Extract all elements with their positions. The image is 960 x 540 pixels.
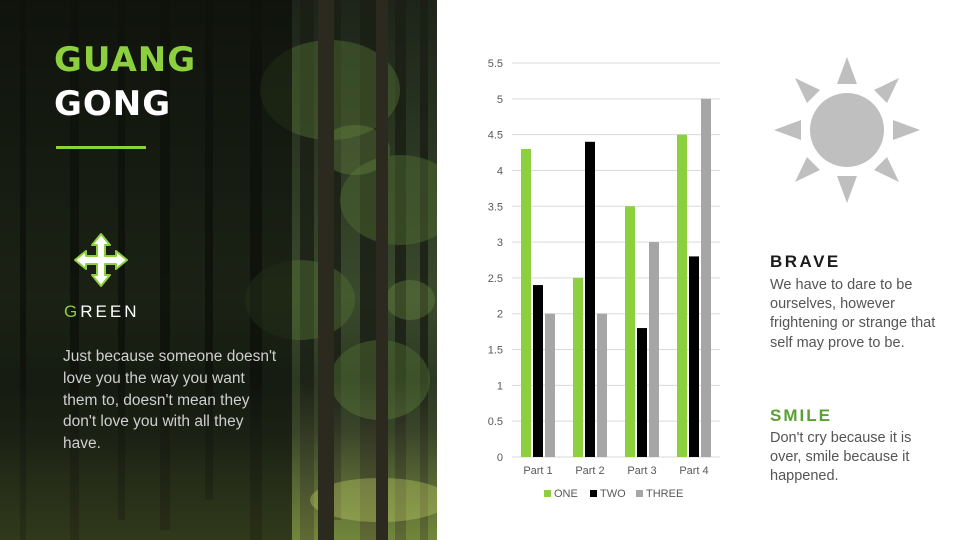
x-tick-label: Part 1 bbox=[523, 465, 552, 477]
legend-label: ONE bbox=[554, 488, 578, 500]
bar-one bbox=[573, 277, 583, 457]
forest-photo bbox=[0, 0, 437, 540]
bar-two bbox=[637, 328, 647, 457]
y-tick-label: 4.5 bbox=[488, 130, 503, 142]
y-tick-label: 2 bbox=[497, 309, 503, 321]
bar-three bbox=[597, 313, 607, 457]
title-line-2: GONG bbox=[54, 84, 172, 124]
y-tick-label: 4 bbox=[497, 165, 503, 177]
y-tick-label: 1 bbox=[497, 380, 503, 392]
x-tick-label: Part 3 bbox=[627, 465, 656, 477]
dark-overlay bbox=[0, 0, 292, 540]
title-underline bbox=[56, 146, 146, 149]
bar-one bbox=[625, 206, 635, 457]
bar-two bbox=[533, 285, 543, 457]
y-tick-label: 0.5 bbox=[488, 416, 503, 428]
bar-two bbox=[585, 141, 595, 458]
y-tick-label: 3 bbox=[497, 237, 503, 249]
legend-label: THREE bbox=[646, 488, 683, 500]
y-tick-label: 5.5 bbox=[488, 58, 503, 70]
legend-swatch bbox=[590, 490, 597, 497]
smile-heading: SMILE bbox=[770, 406, 832, 425]
section-label-green: GREEN bbox=[64, 302, 140, 321]
bar-two bbox=[689, 256, 699, 457]
bar-three bbox=[545, 313, 555, 457]
smile-text: Don't cry because it is over, smile beca… bbox=[770, 430, 912, 485]
title-line-1: GUANG bbox=[54, 40, 197, 80]
y-tick-label: 0 bbox=[497, 452, 503, 464]
x-tick-label: Part 2 bbox=[575, 465, 604, 477]
bar-chart: 0 0.5 1 1.5 2 2.5 3 3.5 4 4.5 5 5.5 Part 1 Part 2 Part… bbox=[488, 58, 720, 500]
x-tick-label: Part 4 bbox=[679, 465, 708, 477]
bar-one bbox=[677, 134, 687, 457]
legend-label: TWO bbox=[600, 488, 626, 500]
bar-three bbox=[649, 242, 659, 457]
quote-text: Just because someone doesn't love you th… bbox=[63, 348, 277, 453]
legend-swatch bbox=[544, 490, 551, 497]
move-arrows-icon bbox=[74, 233, 128, 287]
y-tick-label: 3.5 bbox=[488, 201, 503, 213]
brave-heading: BRAVE bbox=[770, 252, 841, 271]
y-tick-label: 1.5 bbox=[488, 345, 503, 357]
legend-swatch bbox=[636, 490, 643, 497]
y-tick-label: 5 bbox=[497, 94, 503, 106]
bar-three bbox=[701, 98, 711, 457]
bar-one bbox=[521, 148, 531, 458]
y-tick-label: 2.5 bbox=[488, 273, 503, 285]
sun-icon bbox=[774, 57, 920, 203]
brave-text: We have to dare to be ourselves, however… bbox=[770, 277, 936, 351]
